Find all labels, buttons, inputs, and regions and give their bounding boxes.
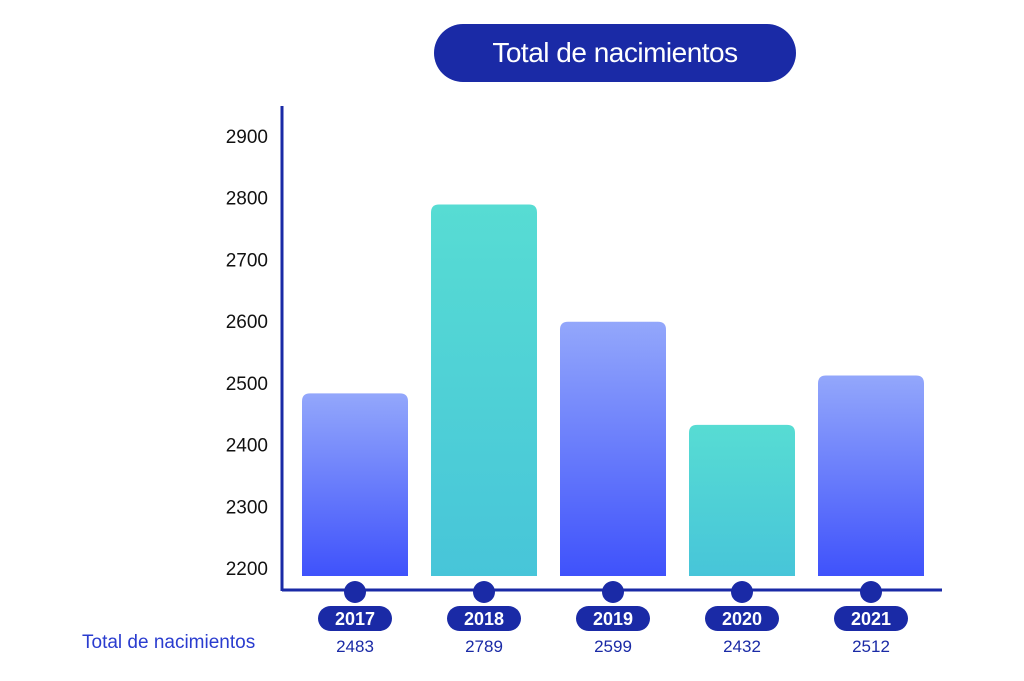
x-category-label: 2021 — [851, 609, 891, 629]
axis-dot-marker — [473, 581, 495, 603]
x-axis-categories: 2017 2483 2018 2789 2019 2599 2020 2432 2021 2512 — [318, 581, 908, 656]
value-label: 2483 — [336, 637, 374, 656]
values-row-label: Total de nacimientos — [82, 632, 255, 653]
y-tick-label: 2600 — [226, 312, 268, 333]
axis-dot-marker — [602, 581, 624, 603]
year-pill — [834, 606, 908, 631]
bar-2017 — [302, 393, 408, 576]
x-category-label: 2020 — [722, 609, 762, 629]
x-category-label: 2018 — [464, 609, 504, 629]
bar-2019 — [560, 321, 666, 576]
bar-2018 — [431, 204, 537, 576]
value-label: 2599 — [594, 637, 632, 656]
year-pill — [705, 606, 779, 631]
axis-dot-marker — [860, 581, 882, 603]
year-pill — [318, 606, 392, 631]
y-tick-label: 2400 — [226, 436, 268, 457]
year-pill — [447, 606, 521, 631]
bar-2020 — [689, 424, 795, 576]
chart-title: Total de nacimientos — [434, 24, 796, 82]
y-tick-label: 2200 — [226, 559, 268, 580]
axis-dot-marker — [731, 581, 753, 603]
value-label: 2512 — [852, 637, 890, 656]
x-category-label: 2019 — [593, 609, 633, 629]
x-category-label: 2017 — [335, 609, 375, 629]
value-label: 2789 — [465, 637, 503, 656]
value-label: 2432 — [723, 637, 761, 656]
y-tick-label: 2700 — [226, 250, 268, 271]
y-tick-label: 2900 — [226, 127, 268, 148]
year-pill — [576, 606, 650, 631]
y-tick-label: 2800 — [226, 189, 268, 210]
bars — [302, 204, 924, 576]
y-axis-ticks: 2200 2300 2400 2500 2600 2700 2800 2900 — [226, 127, 268, 580]
axis-dot-marker — [344, 581, 366, 603]
y-tick-label: 2500 — [226, 374, 268, 395]
y-tick-label: 2300 — [226, 497, 268, 518]
bar-2021 — [818, 375, 924, 576]
